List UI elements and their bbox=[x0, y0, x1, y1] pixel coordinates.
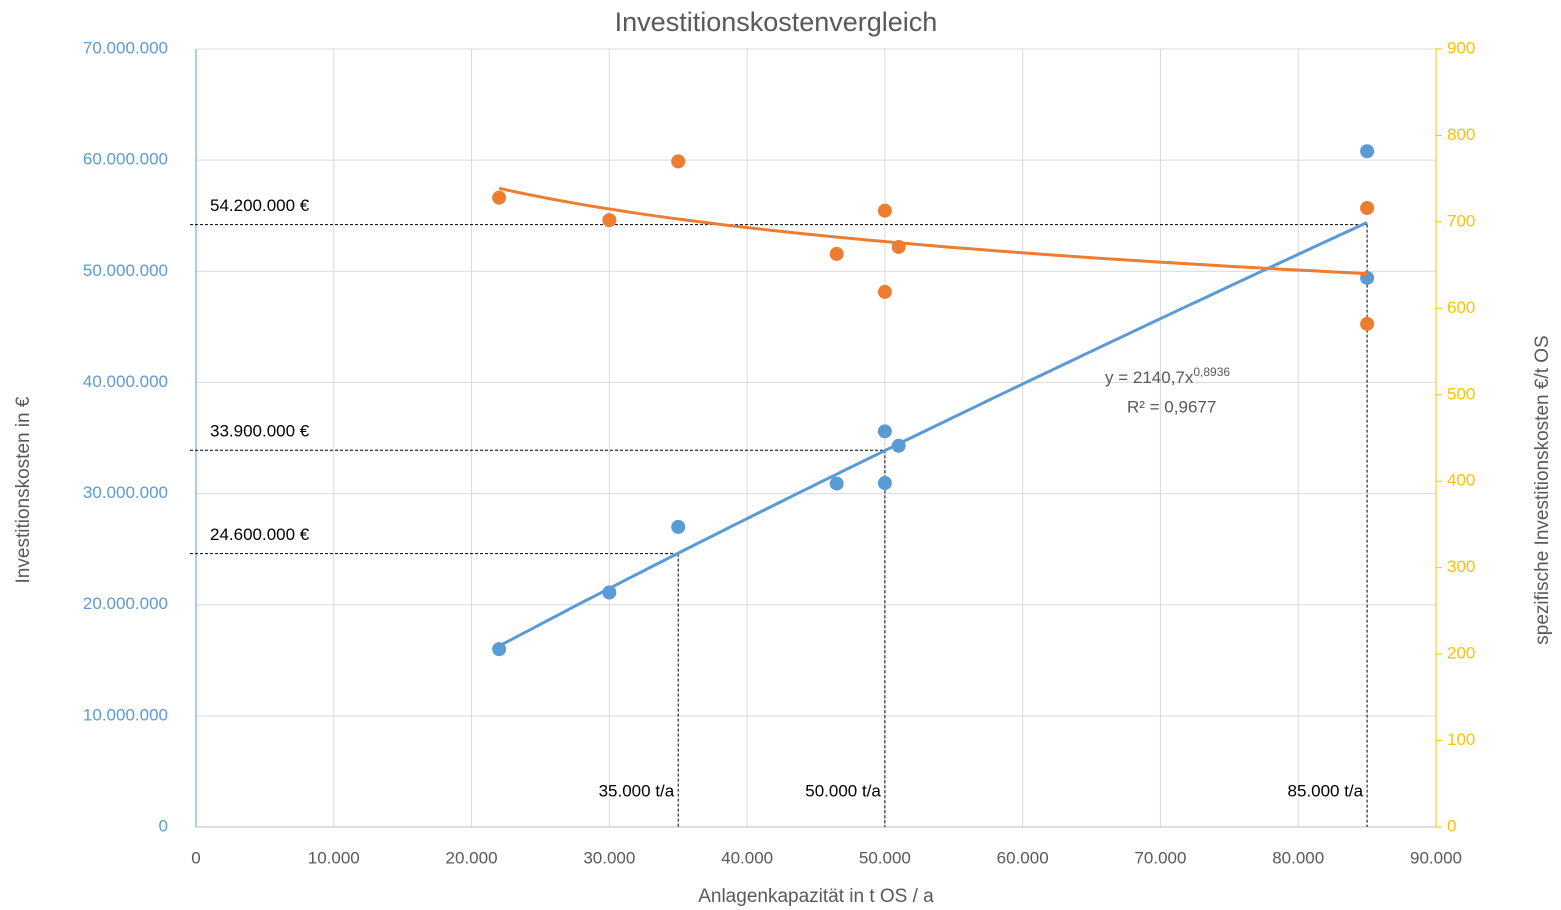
y2-tick-label: 700 bbox=[1447, 211, 1475, 230]
y-tick-label: 50.000.000 bbox=[83, 261, 168, 280]
point bbox=[877, 424, 892, 439]
x-tick-label: 50.000 bbox=[859, 848, 911, 867]
annotation-label: 35.000 t/a bbox=[599, 781, 675, 800]
point bbox=[1360, 316, 1375, 331]
y-tick-label: 70.000.000 bbox=[83, 38, 168, 57]
point bbox=[492, 642, 507, 657]
trendline bbox=[498, 186, 1368, 276]
point bbox=[1360, 201, 1375, 216]
annotation-label: 50.000 t/a bbox=[805, 781, 881, 800]
x-tick-label: 20.000 bbox=[446, 848, 498, 867]
point bbox=[1360, 144, 1375, 159]
point bbox=[877, 284, 892, 299]
x-tick-label: 10.000 bbox=[308, 848, 360, 867]
point bbox=[877, 476, 892, 491]
y2-tick-label: 900 bbox=[1447, 38, 1475, 57]
y-tick-label: 40.000.000 bbox=[83, 372, 168, 391]
annotation-label: 33.900.000 € bbox=[210, 422, 310, 441]
x-tick-label: 30.000 bbox=[583, 848, 635, 867]
annotation-label: 24.600.000 € bbox=[210, 525, 310, 544]
y2-axis-title: spezifische Investitionskosten €/t OS bbox=[1532, 335, 1553, 644]
y2-tick-label: 100 bbox=[1447, 730, 1475, 749]
y2-tick-label: 600 bbox=[1447, 298, 1475, 317]
y-tick-label: 30.000.000 bbox=[83, 483, 168, 502]
y2-tick-label: 300 bbox=[1447, 557, 1475, 576]
x-tick-label: 80.000 bbox=[1272, 848, 1324, 867]
point bbox=[671, 154, 686, 169]
annotation-label: 85.000 t/a bbox=[1287, 781, 1363, 800]
y-tick-label: 60.000.000 bbox=[83, 150, 168, 169]
equation: y = 2140,7x bbox=[1105, 368, 1194, 387]
x-tick-label: 40.000 bbox=[721, 848, 773, 867]
trendline-equation: y = 2140,7x0,8936 bbox=[1105, 365, 1230, 387]
x-tick-label: 60.000 bbox=[997, 848, 1049, 867]
point bbox=[877, 203, 892, 218]
y2-tick-label: 0 bbox=[1447, 816, 1456, 835]
y-tick-label: 10.000.000 bbox=[83, 705, 168, 724]
y2-tick-label: 500 bbox=[1447, 384, 1475, 403]
point bbox=[602, 213, 617, 228]
point bbox=[492, 190, 507, 205]
x-tick-label: 0 bbox=[191, 848, 200, 867]
y2-tick-label: 800 bbox=[1447, 125, 1475, 144]
y2-tick-label: 200 bbox=[1447, 644, 1475, 663]
point bbox=[602, 585, 617, 600]
point bbox=[671, 519, 686, 534]
trendline-r2: R² = 0,9677 bbox=[1127, 397, 1216, 416]
y-tick-label: 20.000.000 bbox=[83, 594, 168, 613]
y2-tick-label: 400 bbox=[1447, 471, 1475, 490]
y-tick-label: 0 bbox=[159, 816, 168, 835]
x-tick-label: 70.000 bbox=[1134, 848, 1186, 867]
point bbox=[891, 239, 906, 254]
point bbox=[829, 476, 844, 491]
y-axis-title: Investitionskosten in € bbox=[13, 396, 34, 583]
point bbox=[829, 246, 844, 261]
trendline bbox=[498, 221, 1368, 648]
x-axis-title: Anlagenkapazität in t OS / a bbox=[698, 886, 934, 907]
chart-title: Investitionskostenvergleich bbox=[615, 7, 938, 37]
annotation-label: 54.200.000 € bbox=[210, 196, 310, 215]
exponent: 0,8936 bbox=[1193, 365, 1230, 379]
x-tick-label: 90.000 bbox=[1410, 848, 1462, 867]
point bbox=[891, 438, 906, 453]
